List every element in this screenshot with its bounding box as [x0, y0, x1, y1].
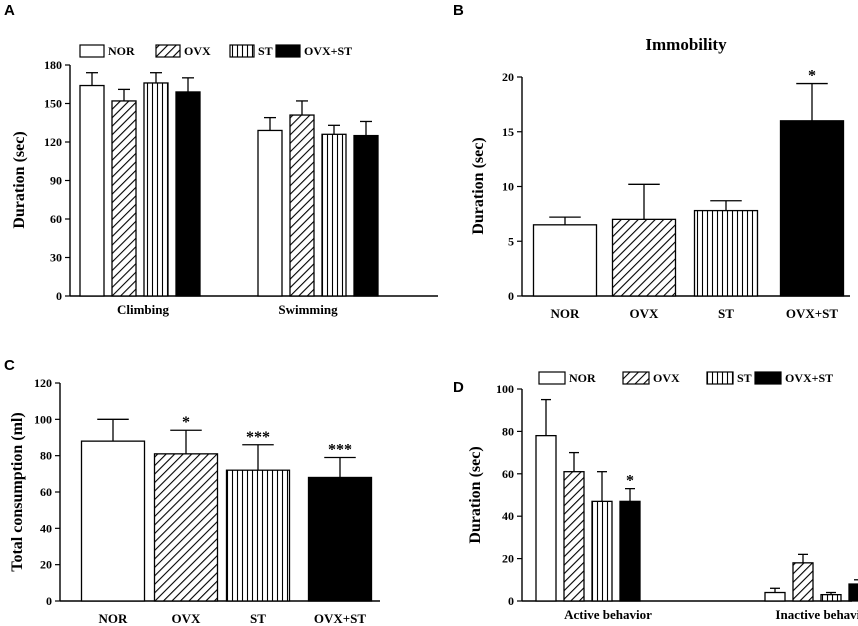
y-tick-label: 40: [40, 521, 52, 535]
panel-c: 0 20 40 60 80 100 120 Total consumption (ml) NOR…: [9, 376, 380, 626]
bar: [175, 91, 201, 297]
legend-swatch: [155, 44, 181, 58]
y-tick-label: 90: [50, 174, 62, 188]
bar: [792, 562, 814, 602]
significance-marker: ***: [328, 441, 352, 458]
legend-label: OVX: [653, 371, 680, 385]
bar: [225, 469, 291, 602]
legend-swatch: [79, 44, 105, 58]
bar: [591, 500, 613, 602]
significance-marker: *: [626, 473, 634, 490]
legend-label: OVX: [184, 44, 211, 58]
x-category-label: ST: [250, 611, 266, 626]
legend-label: ST: [737, 371, 752, 385]
bar: [257, 129, 283, 297]
panel-d: 0 20 40 60 80 100 Duration (sec) Active behavio…: [467, 371, 858, 622]
bar: [764, 591, 786, 602]
bar: [535, 434, 557, 602]
y-tick-label: 60: [502, 467, 514, 481]
significance-marker: ***: [246, 429, 270, 446]
bar: [307, 476, 373, 602]
legend-label: ST: [258, 44, 273, 58]
significance-marker: *: [808, 68, 816, 85]
panel-letter-b: B: [453, 2, 464, 19]
legend-label: OVX+ST: [304, 44, 352, 58]
y-tick-label: 0: [508, 289, 514, 303]
y-tick-label: 20: [40, 558, 52, 572]
y-axis-label: Duration (sec): [11, 131, 28, 228]
y-tick-label: 0: [46, 594, 52, 608]
y-tick-label: 180: [44, 58, 62, 72]
y-tick-label: 60: [50, 212, 62, 226]
bar: [848, 583, 858, 602]
bar: [111, 100, 137, 297]
legend-swatch: [706, 371, 734, 385]
y-axis-label: Duration (sec): [467, 446, 484, 543]
x-category-label: Swimming: [278, 302, 338, 317]
legend-swatch: [275, 44, 301, 58]
x-category-label: ST: [718, 306, 734, 321]
x-category-label: OVX: [630, 306, 660, 321]
legend-swatch: [754, 371, 782, 385]
x-category-label: Active behavior: [564, 607, 652, 622]
x-category-label: NOR: [99, 611, 129, 626]
legend-swatch: [622, 371, 650, 385]
bar: [79, 84, 105, 297]
legend-label: NOR: [569, 371, 596, 385]
y-tick-label: 20: [502, 70, 514, 84]
bar: [619, 500, 641, 602]
bar: [532, 224, 598, 297]
y-tick-label: 100: [496, 382, 514, 396]
x-category-label: OVX: [172, 611, 202, 626]
bar: [779, 120, 845, 297]
y-tick-label: 120: [44, 135, 62, 149]
y-tick-label: 150: [44, 97, 62, 111]
y-tick-label: 15: [502, 125, 514, 139]
x-category-label: Inactive behavior: [775, 607, 858, 622]
significance-marker: *: [182, 414, 190, 431]
chart-title: Immobility: [645, 35, 727, 54]
x-category-label: OVX+ST: [786, 306, 839, 321]
bar: [693, 209, 759, 297]
y-tick-label: 40: [502, 509, 514, 523]
legend-swatch: [229, 44, 255, 58]
y-tick-label: 10: [502, 180, 514, 194]
y-tick-label: 80: [502, 424, 514, 438]
bar: [80, 440, 146, 602]
bar: [143, 82, 169, 297]
y-axis-label: Duration (sec): [470, 137, 487, 234]
bar: [820, 593, 842, 602]
y-tick-label: 5: [508, 234, 514, 248]
x-category-label: Climbing: [117, 302, 170, 317]
bar: [153, 453, 219, 602]
bar: [353, 134, 379, 297]
y-axis-label: Total consumption (ml): [9, 412, 26, 571]
panel-letter-c: C: [4, 357, 15, 374]
panel-letter-a: A: [4, 2, 15, 19]
x-category-label: OVX+ST: [314, 611, 367, 626]
y-tick-label: 0: [508, 594, 514, 608]
bar: [611, 218, 677, 297]
panel-a: 0 30 60 90 120 150 180 Duration (sec) Climbing Sw…: [11, 44, 438, 317]
x-category-label: NOR: [551, 306, 581, 321]
y-tick-label: 100: [34, 412, 52, 426]
y-tick-label: 120: [34, 376, 52, 390]
panel-letter-d: D: [453, 379, 464, 396]
bar: [289, 114, 315, 297]
legend-label: OVX+ST: [785, 371, 833, 385]
legend-swatch: [538, 371, 566, 385]
bar: [321, 133, 347, 297]
y-tick-label: 80: [40, 449, 52, 463]
y-tick-label: 20: [502, 552, 514, 566]
y-tick-label: 60: [40, 485, 52, 499]
bar: [563, 471, 585, 602]
y-tick-label: 0: [56, 289, 62, 303]
legend-label: NOR: [108, 44, 135, 58]
y-tick-label: 30: [50, 251, 62, 265]
panel-b: 0 5 10 15 20 Duration (sec) Immobility NOR OVX ST…: [470, 35, 850, 321]
